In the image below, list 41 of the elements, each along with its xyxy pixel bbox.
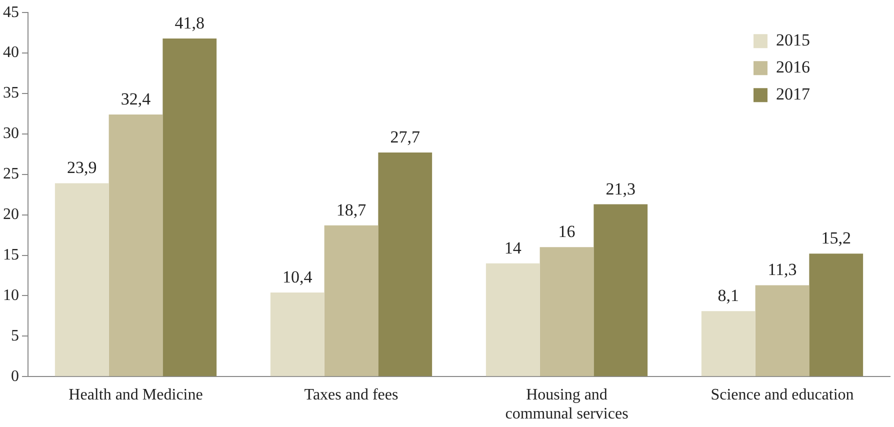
y-tick-label: 15 [3,246,19,264]
x-tick-label: Science and education [710,386,854,404]
y-tick-label: 10 [3,286,19,304]
legend-label: 2017 [776,84,810,104]
data-label: 23,9 [67,158,97,178]
x-tick-label: Housing and communal services [505,386,628,423]
bar [540,247,594,376]
data-label: 32,4 [120,89,152,108]
y-tick-label: 45 [3,4,19,21]
bar [594,204,648,376]
x-tick-label: Taxes and fees [304,386,398,404]
data-label: 16 [558,222,576,242]
legend-label: 2015 [776,30,810,50]
x-tick-label: Health and Medicine [68,386,203,404]
bar [270,292,324,376]
y-tick-label: 30 [3,125,19,142]
data-label: 21,3 [606,179,636,198]
bar [809,254,864,376]
bar [701,311,756,376]
data-label: 14 [504,238,522,258]
data-label: 11,3 [768,260,797,280]
bar [324,225,378,376]
bar [755,285,810,376]
data-label: 27,7 [390,128,420,147]
bar [108,114,163,376]
y-tick-label: 0 [11,368,19,385]
data-label: 18,7 [336,200,367,220]
data-label: 15,2 [821,228,851,248]
data-label: 41,8 [174,13,204,32]
y-tick-label: 20 [3,206,19,224]
data-label: 10,4 [282,267,313,286]
bar [486,263,540,376]
y-tick-label: 5 [11,327,19,344]
bar [162,38,217,376]
data-label: 8,1 [718,286,739,306]
bar [54,183,109,376]
y-tick-label: 40 [3,44,19,62]
y-tick-label: 25 [3,166,19,183]
legend-label: 2016 [776,58,810,77]
bar [378,152,432,376]
y-tick-label: 35 [3,84,19,102]
